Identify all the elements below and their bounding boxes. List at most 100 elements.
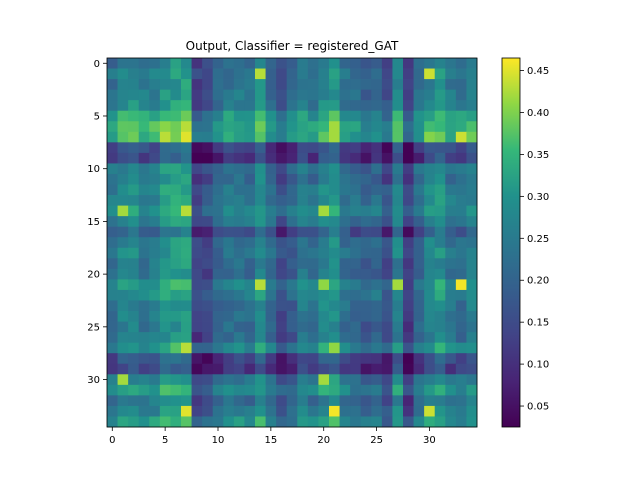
- heatmap-cell: [339, 131, 351, 143]
- heatmap-cell: [381, 89, 393, 101]
- heatmap-cell: [307, 184, 319, 196]
- heatmap-cell: [128, 363, 140, 375]
- heatmap-cell: [107, 216, 118, 228]
- heatmap-cell: [381, 173, 393, 185]
- heatmap-cell: [329, 342, 340, 354]
- heatmap-cell: [181, 300, 192, 312]
- heatmap-cell: [255, 311, 266, 322]
- heatmap-cell: [424, 216, 436, 228]
- heatmap-cell: [318, 184, 330, 196]
- heatmap-cell: [339, 342, 351, 354]
- heatmap-cell: [329, 353, 340, 365]
- heatmap-cell: [138, 152, 150, 164]
- heatmap-cell: [107, 279, 118, 291]
- heatmap-cell: [371, 173, 383, 185]
- heatmap-cell: [149, 289, 161, 301]
- heatmap-cell: [350, 353, 362, 365]
- heatmap-cell: [329, 332, 340, 344]
- heatmap-cell: [392, 353, 404, 365]
- heatmap-cell: [181, 289, 192, 301]
- heatmap-cell: [138, 100, 150, 112]
- heatmap-cell: [159, 395, 171, 407]
- heatmap-cell: [255, 89, 266, 101]
- heatmap-cell: [413, 205, 425, 217]
- heatmap-cell: [329, 195, 340, 206]
- heatmap-cell: [403, 289, 414, 301]
- heatmap-cell: [455, 68, 467, 80]
- heatmap-cell: [403, 353, 414, 365]
- heatmap-cell: [170, 216, 182, 228]
- heatmap-cell: [265, 195, 277, 206]
- heatmap-cell: [149, 332, 161, 344]
- heatmap-cell: [244, 332, 256, 344]
- x-tick-label: 5: [162, 435, 168, 446]
- heatmap-cell: [244, 289, 256, 301]
- heatmap-cell: [403, 384, 414, 396]
- colorbar-tick-label: 0.35: [527, 150, 549, 161]
- heatmap-cell: [255, 342, 266, 354]
- heatmap-cell: [212, 121, 224, 133]
- heatmap-cell: [223, 184, 235, 196]
- heatmap-cell: [128, 300, 140, 312]
- heatmap-cell: [413, 79, 425, 91]
- heatmap-cell: [424, 332, 436, 344]
- heatmap-cell: [255, 152, 266, 164]
- heatmap-cell: [286, 237, 298, 249]
- heatmap-cell: [403, 152, 414, 164]
- heatmap-cell: [424, 300, 436, 312]
- heatmap-cell: [233, 163, 245, 175]
- heatmap-cell: [445, 289, 457, 301]
- heatmap-cell: [424, 279, 436, 291]
- heatmap-cell: [117, 342, 129, 354]
- heatmap-cell: [149, 353, 161, 365]
- heatmap-cell: [107, 152, 118, 164]
- heatmap-cell: [371, 416, 383, 428]
- heatmap-cell: [128, 342, 140, 354]
- chart-title: Output, Classifier = registered_GAT: [186, 39, 399, 53]
- heatmap-cell: [360, 216, 372, 228]
- heatmap-cell: [149, 384, 161, 396]
- heatmap-cell: [455, 395, 467, 407]
- y-tick-label: 5: [94, 111, 100, 122]
- heatmap-cell: [117, 321, 129, 333]
- heatmap-cell: [107, 121, 118, 133]
- heatmap-cell: [339, 416, 351, 428]
- colorbar-tick-label: 0.05: [527, 402, 549, 413]
- heatmap-cell: [360, 205, 372, 217]
- heatmap-cell: [202, 374, 214, 386]
- heatmap-cell: [318, 173, 330, 185]
- heatmap-cell: [233, 216, 245, 228]
- heatmap-cell: [392, 152, 404, 164]
- heatmap-cell: [255, 353, 266, 365]
- heatmap-cell: [159, 321, 171, 333]
- heatmap-cell: [286, 121, 298, 133]
- heatmap-cell: [297, 68, 309, 80]
- heatmap-cell: [128, 184, 140, 196]
- heatmap-cell: [403, 195, 414, 206]
- heatmap-cell: [276, 311, 288, 322]
- heatmap-cell: [233, 237, 245, 249]
- heatmap-cell: [360, 279, 372, 291]
- heatmap-cell: [318, 237, 330, 249]
- heatmap-cell: [381, 205, 393, 217]
- heatmap-cell: [371, 68, 383, 80]
- heatmap-cell: [329, 100, 340, 112]
- heatmap-cell: [403, 184, 414, 196]
- heatmap-cell: [117, 58, 129, 69]
- heatmap-cell: [466, 184, 478, 196]
- heatmap-cell: [424, 100, 436, 112]
- heatmap-cell: [381, 342, 393, 354]
- heatmap-cell: [297, 237, 309, 249]
- heatmap-cell: [170, 226, 182, 238]
- heatmap-cell: [138, 163, 150, 175]
- heatmap-cell: [117, 110, 129, 122]
- heatmap-cell: [403, 374, 414, 386]
- heatmap-cell: [307, 374, 319, 386]
- heatmap-cell: [244, 405, 256, 417]
- heatmap-cell: [392, 311, 404, 322]
- heatmap-cell: [202, 258, 214, 270]
- heatmap-cell: [392, 68, 404, 80]
- heatmap-cell: [381, 405, 393, 417]
- heatmap-cell: [445, 300, 457, 312]
- heatmap-cell: [255, 79, 266, 91]
